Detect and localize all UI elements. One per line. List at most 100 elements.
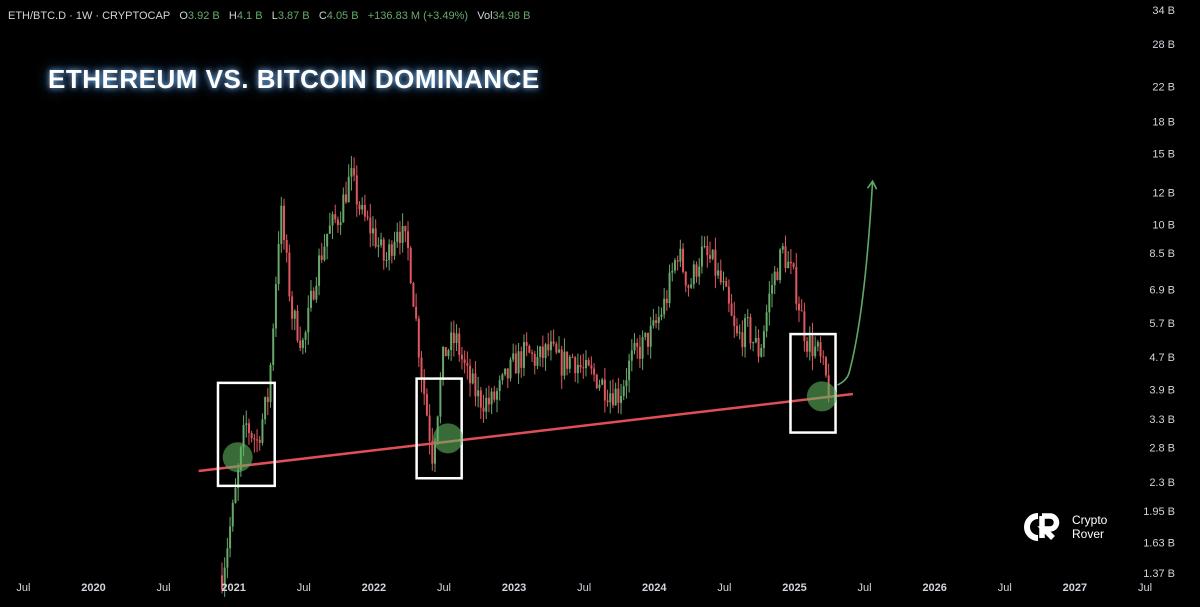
candle-body	[323, 246, 326, 260]
y-tick-label: 10 B	[1152, 219, 1175, 231]
candle-body	[487, 397, 490, 405]
high-value: 4.1 B	[236, 10, 263, 22]
candle-body	[266, 397, 269, 403]
candle-body	[229, 526, 232, 549]
candle-body	[595, 374, 598, 389]
candle-body	[744, 318, 747, 348]
candle-body	[692, 264, 695, 285]
x-tick-label: Jul	[717, 582, 731, 594]
candle-body	[566, 351, 569, 369]
open-value: 3.92 B	[187, 10, 220, 22]
candle-body	[439, 380, 442, 417]
candles-layer	[220, 156, 830, 597]
candle-body	[496, 391, 499, 400]
candle-body	[754, 337, 757, 343]
candle-body	[334, 214, 337, 220]
candle-body	[808, 335, 811, 352]
highlight-box	[216, 381, 276, 488]
candle-body	[657, 316, 660, 323]
candle-body	[727, 286, 730, 304]
candle-body	[245, 423, 248, 425]
candle-body	[560, 349, 563, 376]
candle-body	[374, 228, 377, 247]
candle-body	[576, 364, 579, 374]
change-value: +136.83 M (+3.49%)	[367, 10, 469, 22]
candle-body	[628, 360, 631, 381]
candle-body	[617, 388, 620, 403]
candle-body	[536, 356, 539, 366]
candle-body	[469, 365, 472, 384]
x-tick-label: 2024	[642, 582, 667, 594]
candle-body	[493, 391, 496, 400]
candle-body	[652, 320, 655, 326]
low-value: 3.87 B	[277, 10, 310, 22]
candle-body	[482, 407, 485, 412]
candle-body	[779, 249, 782, 281]
candle-body	[258, 439, 261, 443]
candle-body	[819, 342, 822, 357]
candle-body	[479, 390, 482, 408]
x-tick-label: Jul	[1138, 582, 1152, 594]
candle-body	[706, 245, 709, 256]
candle-body	[301, 339, 304, 348]
x-tick-label: 2027	[1063, 582, 1087, 594]
candle-body	[663, 298, 666, 315]
candle-body	[822, 356, 825, 358]
candle-body	[558, 349, 561, 353]
candle-body	[768, 293, 771, 313]
y-tick-label: 22 B	[1152, 81, 1175, 93]
candle-body	[525, 342, 528, 346]
candle-body	[660, 314, 663, 317]
candle-body	[531, 352, 534, 354]
highlight-circle	[806, 381, 837, 412]
candle-body	[509, 359, 512, 379]
candle-body	[433, 441, 436, 464]
candle-body	[458, 333, 461, 355]
candle-body	[741, 332, 744, 348]
candle-body	[474, 373, 477, 397]
candle-body	[231, 502, 234, 527]
close-value: 4.05 B	[326, 10, 359, 22]
candle-body	[717, 270, 720, 276]
candle-body	[485, 397, 488, 412]
candle-body	[425, 394, 428, 416]
candle-body	[256, 439, 259, 441]
candle-body	[361, 205, 364, 210]
candle-body	[363, 205, 366, 217]
y-tick-label: 6.9 B	[1149, 284, 1175, 296]
candle-body	[390, 244, 393, 256]
candle-body	[625, 380, 628, 387]
y-tick-label: 3.9 B	[1149, 384, 1175, 396]
candle-body	[423, 378, 426, 395]
candle-body	[382, 239, 385, 261]
y-tick-label: 3.3 B	[1149, 414, 1175, 426]
candle-body	[800, 310, 803, 312]
candle-body	[501, 374, 504, 381]
candle-body	[288, 252, 291, 297]
candle-body	[347, 176, 350, 203]
candle-body	[409, 247, 412, 284]
candle-body	[247, 423, 250, 434]
candle-body	[773, 271, 776, 286]
candle-body	[641, 337, 644, 359]
candle-body	[415, 306, 418, 319]
candle-body	[795, 266, 798, 304]
symbol-header: ETH/BTC.D · 1W · CRYPTOCAP O3.92 B H4.1 …	[8, 10, 530, 22]
candle-body	[444, 347, 447, 357]
cr-logo-icon	[1024, 513, 1060, 541]
candle-body	[709, 255, 712, 259]
candle-body	[781, 246, 784, 250]
candle-body	[528, 345, 531, 353]
x-tick-label: Jul	[157, 582, 171, 594]
chart-title: ETHEREUM VS. BITCOIN DOMINANCE	[48, 64, 540, 94]
candle-body	[498, 380, 501, 392]
candle-body	[345, 194, 348, 203]
close-label: C	[318, 10, 327, 22]
candle-body	[598, 384, 601, 389]
candle-body	[291, 296, 294, 319]
candle-body	[682, 248, 685, 272]
x-tick-label: Jul	[998, 582, 1012, 594]
x-tick-label: Jul	[16, 582, 30, 594]
candle-body	[603, 379, 606, 401]
candle-body	[506, 368, 509, 379]
